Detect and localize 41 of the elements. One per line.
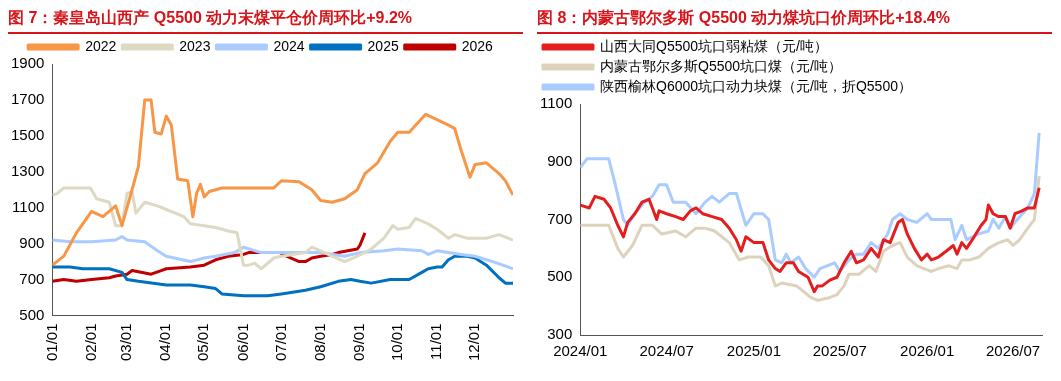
x-tick-label: 2026/07 xyxy=(985,342,1041,360)
x-tick-label: 2024/07 xyxy=(639,342,694,360)
y-tick-label: 900 xyxy=(19,233,45,251)
y-tick-label: 1300 xyxy=(10,161,45,179)
y-tick-label: 1100 xyxy=(12,197,45,215)
x-tick-label: 08/01 xyxy=(310,323,328,362)
chart-title: 图 8：内蒙古鄂尔多斯 Q5500 动力煤坑口价周环比+18.4% xyxy=(537,8,1052,34)
y-tick-label: 500 xyxy=(547,267,573,285)
y-tick-label: 1900 xyxy=(10,54,45,72)
x-tick-label: 2024/01 xyxy=(553,342,608,360)
chart-title: 图 7：秦皇岛山西产 Q5500 动力末煤平仓价周环比+9.2% xyxy=(8,8,523,34)
legend-label: 2024 xyxy=(273,37,305,54)
y-tick-label: 1700 xyxy=(10,90,45,108)
legend-label: 2026 xyxy=(461,37,494,54)
y-tick-label: 300 xyxy=(547,325,573,343)
x-tick-label: 05/01 xyxy=(194,323,212,362)
x-tick-label: 12/01 xyxy=(465,323,483,362)
legend-label: 2023 xyxy=(179,37,211,54)
y-tick-label: 1100 xyxy=(539,94,573,112)
y-tick-label: 700 xyxy=(19,269,45,287)
x-tick-label: 2025/07 xyxy=(812,342,867,360)
legend-label: 山西大同Q5500坑口弱粘煤（元/吨） xyxy=(600,37,828,54)
x-tick-label: 07/01 xyxy=(271,323,289,362)
x-tick-label: 01/01 xyxy=(42,323,60,362)
legend-label: 内蒙古鄂尔多斯Q5500坑口煤（元/吨） xyxy=(600,57,842,74)
legend-label: 陕西榆林Q6000坑口动力块煤（元/吨，折Q5500） xyxy=(600,77,912,94)
x-tick-label: 04/01 xyxy=(156,323,174,362)
y-tick-label: 1500 xyxy=(10,125,45,143)
x-tick-label: 10/01 xyxy=(387,323,405,362)
legend-label: 2022 xyxy=(85,37,117,54)
legend-label: 2025 xyxy=(367,37,399,54)
x-tick-label: 2026/01 xyxy=(900,342,955,360)
x-tick-label: 11/01 xyxy=(427,323,445,360)
x-tick-label: 2025/01 xyxy=(726,342,782,360)
x-tick-label: 06/01 xyxy=(233,323,251,362)
x-tick-label: 03/01 xyxy=(117,323,135,362)
y-tick-label: 900 xyxy=(547,151,573,169)
x-tick-label: 09/01 xyxy=(350,323,368,362)
y-tick-label: 700 xyxy=(547,209,573,227)
x-tick-label: 02/01 xyxy=(81,323,99,362)
y-tick-label: 500 xyxy=(19,305,45,323)
